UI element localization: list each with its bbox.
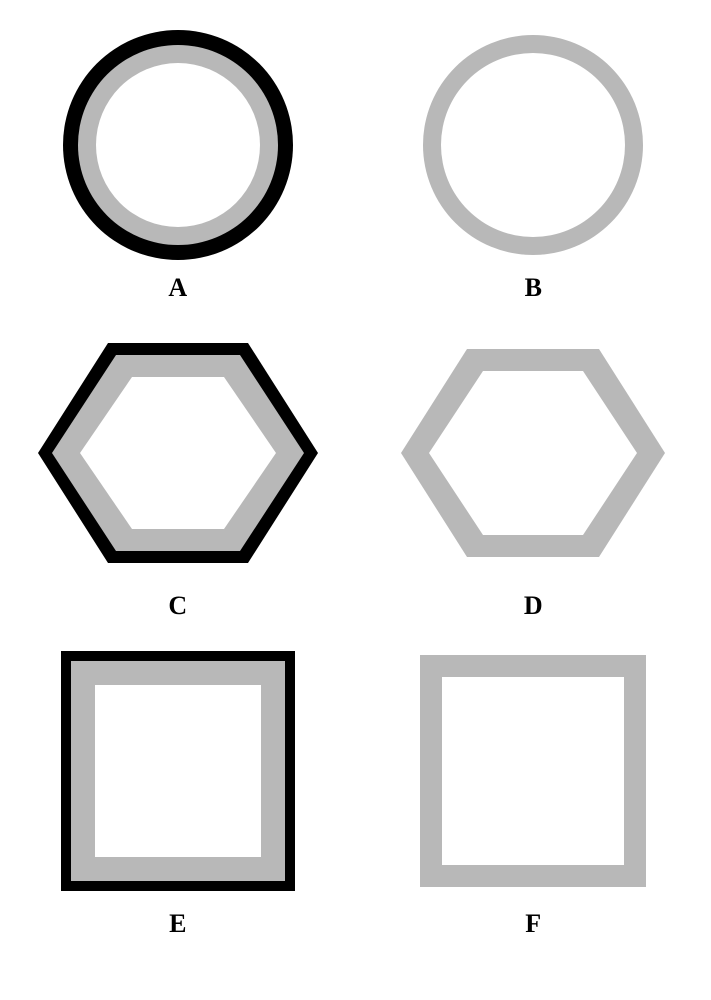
row-circles: A B [0,25,711,303]
cell-B: B [413,25,653,303]
label-D: D [524,591,543,621]
row-squares: E F [0,641,711,939]
cell-D: D [383,323,683,621]
shape-E [53,641,303,901]
label-A: A [168,273,187,303]
shape-A [58,25,298,265]
shape-F [408,641,658,901]
cell-C: C [28,323,328,621]
row-hexagons: C D [0,323,711,621]
cell-A: A [58,25,298,303]
cell-F: F [408,641,658,939]
shape-C [28,323,328,583]
label-E: E [169,909,186,939]
shape-D [383,323,683,583]
label-F: F [525,909,541,939]
cell-E: E [53,641,303,939]
shape-B [413,25,653,265]
figure-page: A B C [0,0,711,1000]
label-B: B [525,273,542,303]
label-C: C [168,591,187,621]
